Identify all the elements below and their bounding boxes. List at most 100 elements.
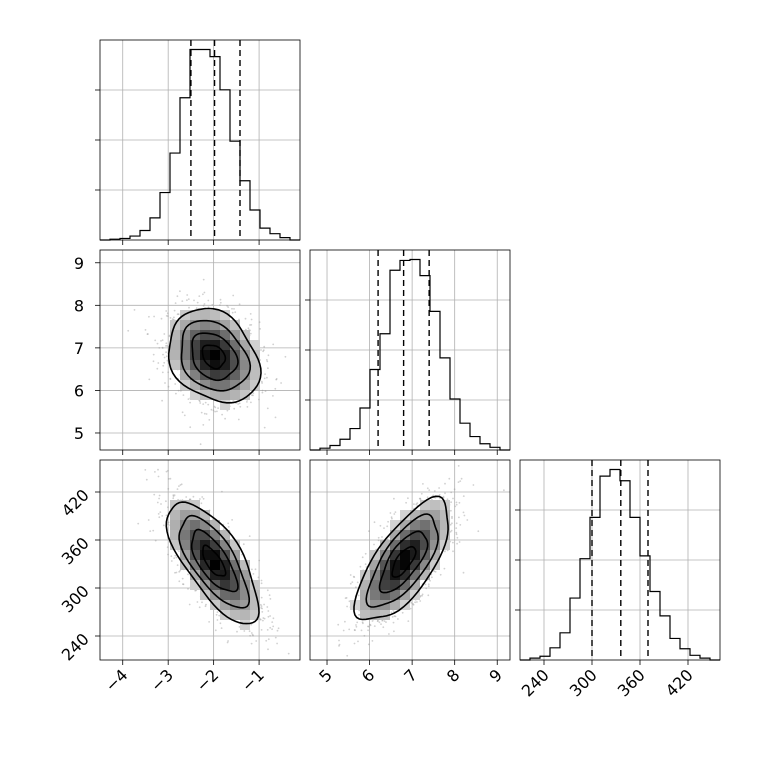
scatter-point (204, 401, 207, 404)
scatter-point (198, 606, 201, 609)
density-cell (180, 340, 190, 350)
scatter-point (477, 530, 480, 533)
x-tick-label: 9 (485, 665, 506, 686)
scatter-point (194, 589, 197, 592)
scatter-point (276, 642, 278, 645)
density-cell (420, 530, 430, 540)
scatter-point (181, 577, 184, 580)
scatter-point (355, 625, 358, 628)
density-cell (200, 310, 210, 320)
scatter-point (419, 497, 422, 500)
density-cell (390, 600, 400, 610)
scatter-point (216, 410, 218, 413)
scatter-point (353, 629, 356, 631)
scatter-point (382, 626, 385, 629)
density-cell (180, 510, 190, 520)
density-cell (410, 570, 420, 580)
x-tick-label: 420 (662, 665, 697, 700)
density-cell (220, 340, 230, 350)
scatter-point (444, 492, 446, 495)
scatter-point (263, 426, 266, 429)
scatter-point (219, 622, 222, 625)
density-cell (220, 370, 230, 380)
scatter-point (407, 497, 409, 500)
density-cell (360, 600, 370, 610)
x-ticks-upper-1 (122, 240, 260, 245)
density-cell (250, 610, 260, 620)
scatter-point (174, 571, 176, 574)
scatter-point (161, 399, 164, 402)
scatter-point (252, 392, 255, 394)
scatter-point (263, 345, 266, 348)
scatter-point (383, 527, 385, 529)
scatter-point (157, 468, 159, 471)
scatter-point (195, 307, 198, 310)
density-cell (250, 590, 260, 600)
density-cell (400, 530, 410, 540)
density-cell (250, 360, 260, 370)
density-cell (180, 540, 190, 550)
density-cell (200, 530, 210, 540)
scatter-point (161, 371, 164, 374)
scatter-point (186, 299, 188, 302)
scatter-point (373, 521, 376, 524)
scatter-point (251, 633, 254, 636)
scatter-point (358, 613, 360, 616)
density-cell (190, 530, 200, 540)
scatter-point (267, 615, 270, 618)
density-cell (190, 510, 200, 520)
density-cell (380, 570, 390, 580)
density-cell (190, 320, 200, 330)
density-cell (390, 560, 400, 570)
scatter-point (460, 477, 463, 480)
density-cell (240, 570, 250, 580)
scatter-point (426, 496, 429, 499)
scatter-point (227, 640, 230, 642)
scatter-point (185, 496, 188, 498)
scatter-point (265, 639, 268, 642)
density-cells (350, 500, 450, 620)
scatter-point (267, 354, 270, 357)
scatter-panel-2 (99, 459, 301, 661)
scatter-point (392, 610, 395, 613)
scatter-point (205, 603, 207, 606)
scatter-point (364, 552, 367, 555)
scatter-point (175, 392, 177, 395)
density-cell (230, 600, 240, 610)
scatter-point (160, 340, 162, 342)
scatter-point (250, 318, 253, 321)
contour-lines (168, 307, 262, 404)
scatter-point (137, 522, 140, 525)
scatter-point (381, 619, 384, 622)
scatter-point (167, 488, 170, 490)
density-cell (390, 590, 400, 600)
scatter-point (146, 333, 149, 335)
density-cell (370, 560, 380, 570)
scatter-point (188, 306, 190, 309)
scatter-point (263, 603, 265, 606)
density-cell (220, 560, 230, 570)
panel-frame (309, 459, 511, 661)
scatter-point (272, 395, 274, 397)
scatter-point (250, 401, 252, 404)
scatter-point (451, 517, 453, 519)
density-cell (250, 600, 260, 610)
density-cell (230, 590, 240, 600)
density-cell (210, 380, 220, 390)
scatter-point (177, 313, 180, 316)
density-cell (420, 560, 430, 570)
scatter-point (353, 576, 356, 578)
scatter-point (189, 426, 192, 429)
scatter-point (180, 389, 182, 392)
scatter-point (154, 471, 156, 473)
scatter-point (200, 502, 203, 505)
density-cell (220, 360, 230, 370)
scatter-point (455, 503, 458, 506)
scatter-point (450, 509, 452, 512)
scatter-point (432, 494, 435, 497)
scatter-point (264, 373, 266, 375)
scatter-point (413, 503, 415, 505)
scatter-point (284, 355, 287, 358)
scatter-point (153, 315, 156, 318)
